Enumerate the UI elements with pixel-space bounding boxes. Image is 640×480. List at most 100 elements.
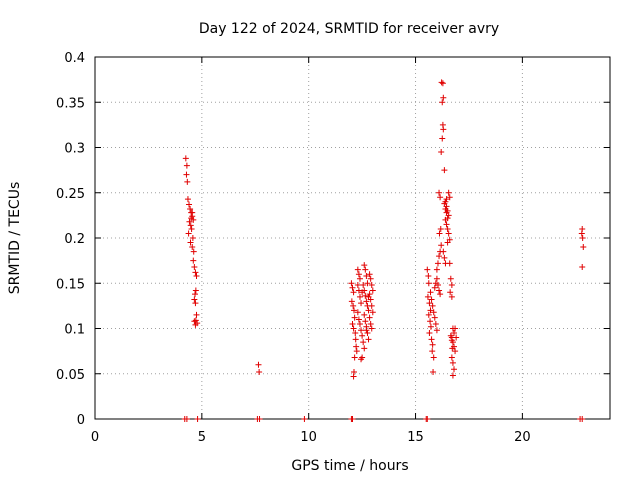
data-point bbox=[438, 79, 445, 86]
data-point bbox=[365, 293, 372, 300]
data-point bbox=[446, 194, 453, 201]
data-point bbox=[189, 209, 196, 216]
data-point bbox=[192, 300, 199, 307]
data-point bbox=[367, 320, 374, 327]
data-point bbox=[452, 325, 459, 332]
data-point bbox=[349, 320, 356, 327]
data-point bbox=[424, 266, 431, 273]
data-point bbox=[192, 269, 199, 276]
data-point bbox=[359, 332, 366, 339]
data-point bbox=[439, 135, 446, 142]
x-tick-label: 15 bbox=[407, 430, 424, 445]
data-point bbox=[355, 271, 362, 278]
data-point bbox=[353, 343, 360, 350]
data-point bbox=[184, 178, 191, 185]
data-point bbox=[350, 302, 357, 309]
y-tick-label: 0.35 bbox=[56, 96, 85, 111]
data-point bbox=[434, 282, 441, 289]
grid bbox=[95, 57, 610, 419]
data-point bbox=[449, 345, 456, 352]
data-point bbox=[188, 215, 195, 222]
data-point bbox=[441, 167, 448, 174]
x-tick-label: 20 bbox=[514, 430, 531, 445]
data-point bbox=[430, 354, 437, 361]
data-point bbox=[256, 368, 263, 375]
x-axis-label: GPS time / hours bbox=[291, 458, 408, 474]
data-point bbox=[436, 253, 443, 260]
data-point bbox=[425, 311, 432, 318]
data-point bbox=[364, 280, 371, 287]
data-point bbox=[191, 263, 198, 270]
data-point bbox=[349, 284, 356, 291]
data-point bbox=[366, 314, 373, 321]
data-point bbox=[360, 282, 367, 289]
data-point bbox=[368, 302, 375, 309]
data-point bbox=[579, 263, 586, 270]
data-point bbox=[436, 230, 443, 237]
data-point bbox=[187, 239, 194, 246]
data-point bbox=[365, 336, 372, 343]
data-point bbox=[356, 275, 363, 282]
data-point bbox=[183, 171, 190, 178]
y-tick-label: 0.3 bbox=[64, 142, 85, 157]
axis-ticks: 0 0.05 0.1 0.15 0.2 0.25 0.3 0.35 0.4 0 5 10 15 20 bbox=[56, 51, 610, 445]
y-tick-label: 0.2 bbox=[64, 232, 85, 247]
data-point bbox=[424, 293, 431, 300]
data-point bbox=[447, 289, 454, 296]
data-point bbox=[449, 372, 456, 379]
data-point bbox=[434, 260, 441, 267]
data-point bbox=[368, 282, 375, 289]
data-point bbox=[439, 80, 446, 87]
data-point bbox=[185, 230, 192, 237]
data-point bbox=[439, 99, 446, 106]
data-point bbox=[438, 242, 445, 249]
data-point bbox=[437, 225, 444, 232]
data-point bbox=[427, 307, 434, 314]
data-point bbox=[187, 206, 194, 213]
data-point bbox=[365, 307, 372, 314]
data-point bbox=[358, 327, 365, 334]
data-point bbox=[429, 341, 436, 348]
data-point bbox=[351, 314, 358, 321]
data-point bbox=[449, 359, 456, 366]
data-point bbox=[352, 336, 359, 343]
data-point bbox=[192, 287, 199, 294]
data-point bbox=[352, 330, 359, 337]
x-tick-label: 5 bbox=[198, 430, 206, 445]
y-tick-label: 0.4 bbox=[64, 51, 85, 66]
data-point bbox=[429, 302, 436, 309]
data-point bbox=[364, 330, 371, 337]
data-point bbox=[443, 221, 450, 228]
data-point bbox=[356, 293, 363, 300]
data-point bbox=[367, 275, 374, 282]
data-point bbox=[436, 287, 443, 294]
data-point bbox=[437, 194, 444, 201]
data-point bbox=[183, 162, 190, 169]
data-point bbox=[192, 291, 199, 298]
data-point bbox=[354, 282, 361, 289]
data-point bbox=[356, 320, 363, 327]
data-point bbox=[366, 271, 373, 278]
data-point bbox=[186, 218, 193, 225]
data-point bbox=[363, 273, 370, 280]
data-point bbox=[443, 196, 450, 203]
data-point bbox=[188, 225, 195, 232]
data-point bbox=[350, 307, 357, 314]
data-point bbox=[424, 416, 431, 422]
data-point bbox=[190, 257, 197, 264]
data-point bbox=[425, 280, 432, 287]
data-point bbox=[189, 235, 196, 241]
data-point bbox=[426, 330, 433, 337]
data-point bbox=[361, 262, 368, 269]
data-point bbox=[451, 366, 458, 373]
x-tick-label: 10 bbox=[300, 430, 317, 445]
data-point bbox=[432, 320, 439, 327]
data-point bbox=[354, 266, 361, 273]
data-point bbox=[359, 289, 366, 296]
data-point bbox=[427, 318, 434, 325]
data-point bbox=[431, 314, 438, 321]
data-point bbox=[369, 309, 376, 316]
data-point bbox=[348, 280, 355, 287]
data-point bbox=[358, 300, 365, 307]
data-point bbox=[446, 260, 453, 267]
